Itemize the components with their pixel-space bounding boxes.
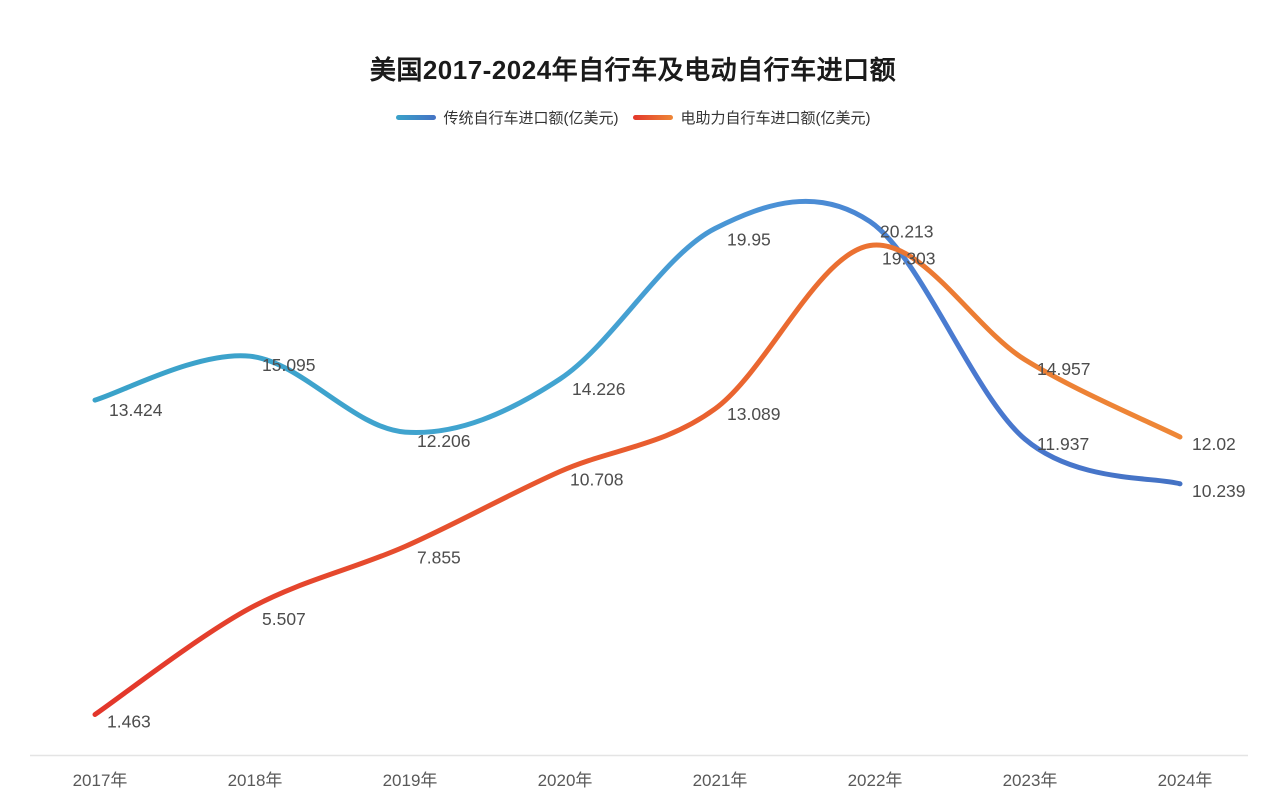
- legend-item-1[interactable]: 电助力自行车进口额(亿美元): [632, 107, 871, 128]
- data-label: 12.02: [1192, 434, 1236, 454]
- x-axis-tick-label: 2018年: [228, 771, 283, 790]
- x-axis-tick-label: 2020年: [538, 771, 593, 790]
- chart-title: 美国2017-2024年自行车及电动自行车进口额: [369, 55, 897, 85]
- data-label: 10.708: [570, 469, 624, 489]
- data-label: 20.213: [880, 222, 934, 242]
- legend-line-swatch: [632, 115, 673, 120]
- data-label: 5.507: [262, 609, 306, 629]
- data-label: 15.095: [262, 355, 316, 375]
- x-axis-tick-label: 2017年: [73, 771, 128, 790]
- x-axis-tick-label: 2024年: [1158, 771, 1213, 790]
- legend-label: 电助力自行车进口额(亿美元): [680, 110, 871, 127]
- x-axis-tick-label: 2022年: [848, 771, 903, 790]
- data-label: 13.089: [727, 404, 781, 424]
- data-label: 14.957: [1037, 359, 1091, 379]
- data-label: 19.303: [882, 249, 936, 269]
- x-axis-tick-label: 2019年: [383, 771, 438, 790]
- data-label: 1.463: [107, 712, 151, 732]
- data-label: 11.937: [1037, 434, 1089, 454]
- data-label: 10.239: [1192, 481, 1246, 501]
- x-axis-tick-label: 2023年: [1003, 771, 1058, 790]
- series-line-0: [92, 198, 1183, 487]
- data-label: 7.855: [417, 547, 461, 567]
- legend: 传统自行车进口额(亿美元) 电助力自行车进口额(亿美元): [0, 107, 1266, 128]
- series-line-1: [92, 242, 1183, 717]
- legend-line-swatch: [395, 115, 436, 120]
- legend-label: 传统自行车进口额(亿美元): [443, 110, 619, 127]
- data-label: 12.206: [417, 431, 471, 451]
- data-label: 13.424: [109, 400, 163, 420]
- data-label: 14.226: [572, 379, 626, 399]
- legend-item-0[interactable]: 传统自行车进口额(亿美元): [395, 107, 619, 128]
- x-axis-tick-label: 2021年: [693, 771, 748, 790]
- data-label: 19.95: [727, 230, 771, 250]
